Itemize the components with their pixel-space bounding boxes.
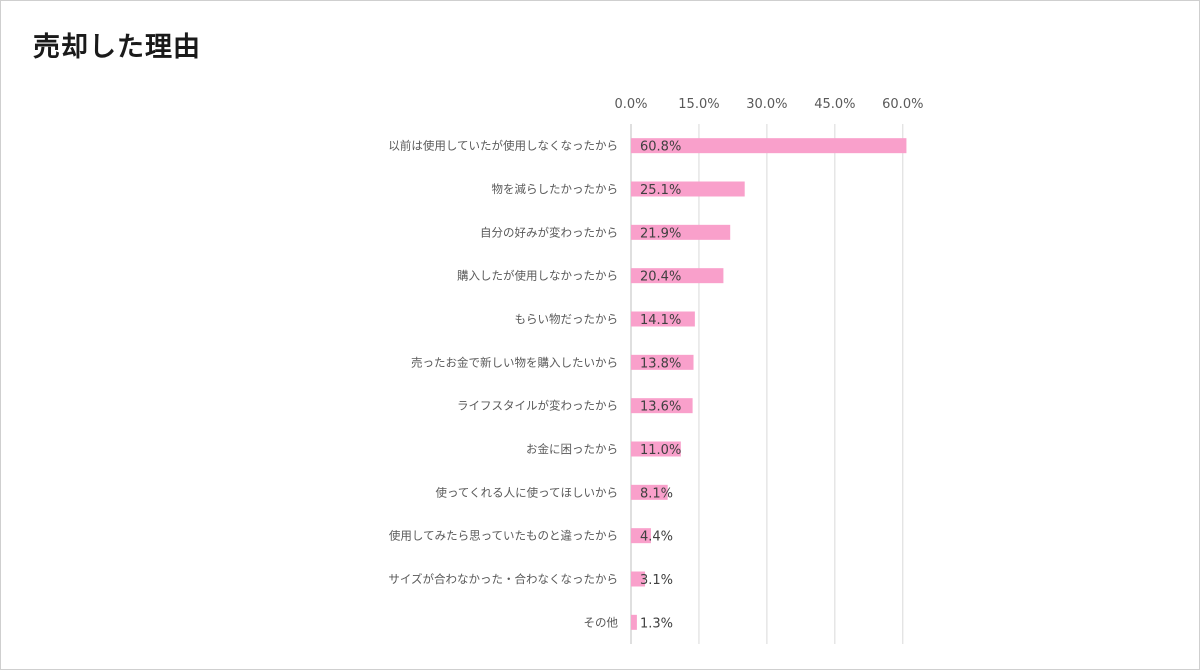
data-label: 60.8% [640, 140, 681, 155]
data-label: 11.0% [640, 443, 681, 458]
category-label: 使用してみたら思っていたものと違ったから [389, 529, 618, 543]
page-title: 売却した理由 [33, 32, 201, 63]
bar [631, 528, 651, 544]
bar [631, 224, 731, 240]
x-tick-label: 15.0% [678, 97, 719, 112]
x-tick-label: 30.0% [746, 97, 787, 112]
data-label: 4.4% [640, 530, 673, 545]
bar [631, 398, 693, 414]
category-label: ライフスタイルが変わったから [457, 399, 618, 413]
category-label: 以前は使用していたが使用しなくなったから [388, 139, 618, 153]
category-label: 自分の好みが変わったから [480, 225, 618, 239]
category-label: その他 [584, 615, 619, 629]
data-label: 8.1% [640, 486, 673, 501]
data-label: 14.1% [640, 313, 681, 328]
data-label: 1.3% [640, 616, 673, 631]
bar [631, 354, 694, 370]
data-label: 13.6% [640, 400, 681, 415]
data-label: 3.1% [640, 573, 673, 588]
data-label: 20.4% [640, 270, 681, 285]
category-label: もらい物だったから [515, 312, 619, 326]
category-label: お金に困ったから [526, 442, 618, 456]
bar [631, 441, 681, 457]
bar [631, 484, 668, 500]
category-label: 購入したが使用しなかったから [457, 269, 618, 283]
category-label: 売ったお金で新しい物を購入したいから [411, 355, 618, 369]
x-tick-label: 0.0% [614, 97, 647, 112]
bar [631, 268, 724, 284]
category-label: 物を減らしたかったから [492, 182, 619, 196]
category-label: サイズが合わなかった・合わなくなったから [388, 572, 618, 586]
bar [631, 181, 745, 197]
x-tick-label: 45.0% [814, 97, 855, 112]
bar [631, 571, 646, 587]
data-label: 21.9% [640, 226, 681, 241]
category-label: 使ってくれる人に使ってほしいから [435, 485, 618, 499]
x-tick-label: 60.0% [882, 97, 923, 112]
bar [631, 311, 695, 327]
data-label: 13.8% [640, 356, 681, 371]
bar [631, 614, 637, 630]
bar [631, 138, 907, 154]
data-label: 25.1% [640, 183, 681, 198]
